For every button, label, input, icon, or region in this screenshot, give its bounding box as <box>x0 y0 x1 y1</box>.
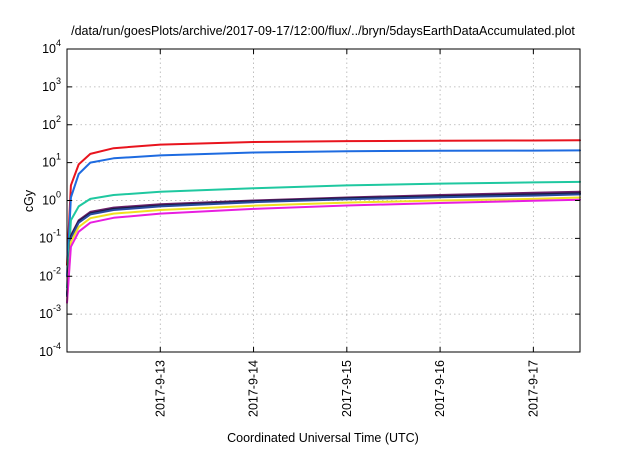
x-tick-label: 2017-9-15 <box>340 360 354 417</box>
y-tick-label: 101 <box>42 152 61 170</box>
y-tick-label: 102 <box>42 114 61 132</box>
series-line-1 <box>66 139 581 266</box>
grid-lines <box>67 49 580 352</box>
x-tick-label: 2017-9-13 <box>153 360 167 417</box>
series-line-7 <box>66 196 581 304</box>
x-tick-label: 2017-9-14 <box>247 360 261 417</box>
y-tick-label: 104 <box>42 38 61 56</box>
y-tick-label: 10-4 <box>39 341 61 359</box>
axes: 10-4 10-3 10-2 10-1 100 101 102 103 104 2017-9-13… <box>39 38 580 417</box>
chart-title: /data/run/goesPlots/archive/2017-09-17/1… <box>71 24 575 38</box>
series-line-6 <box>66 193 581 298</box>
y-axis-label: cGy <box>22 189 36 212</box>
x-tick-label: 2017-9-16 <box>433 360 447 417</box>
y-tick-label: 10-3 <box>39 303 61 321</box>
series-line-2 <box>66 149 581 278</box>
y-tick-label: 103 <box>42 76 61 94</box>
y-tick-label: 100 <box>42 190 61 208</box>
series-line-8 <box>66 198 581 304</box>
y-tick-label: 10-2 <box>39 265 61 283</box>
series-line-3 <box>66 180 581 289</box>
series-line-5 <box>66 192 581 298</box>
y-tick-label: 10-1 <box>39 227 61 245</box>
x-axis-label: Coordinated Universal Time (UTC) <box>227 431 419 445</box>
series-lines <box>66 139 581 304</box>
x-tick-label: 2017-9-17 <box>526 360 540 417</box>
